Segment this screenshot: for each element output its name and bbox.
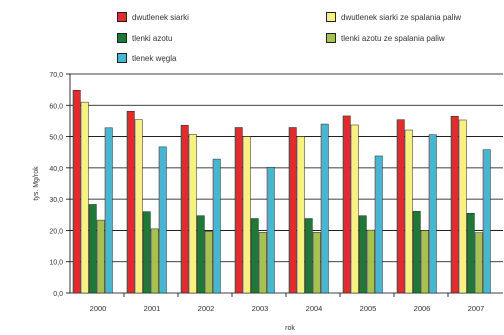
- legend-label: tlenki azotu ze spalania paliw: [341, 33, 445, 43]
- bar: [80, 101, 89, 294]
- x-tick-label: 2007: [468, 304, 485, 313]
- bar: [458, 119, 467, 294]
- y-tick-label: 10,0: [49, 260, 63, 267]
- bar: [188, 134, 197, 294]
- legend-swatch: [117, 12, 127, 22]
- bar: [482, 149, 491, 294]
- bar: [342, 115, 351, 294]
- bar: [404, 129, 413, 294]
- legend-swatch: [117, 33, 127, 43]
- legend-label: dwutlenek siarki: [132, 12, 189, 22]
- bar: [234, 127, 243, 294]
- bar: [250, 218, 259, 294]
- y-tick-label: 30,0: [49, 197, 63, 204]
- legend-swatch: [326, 33, 336, 43]
- x-tick-label: 2003: [252, 304, 269, 313]
- bar: [158, 146, 167, 294]
- bar: [266, 166, 275, 294]
- legend-item-tlenki-azotu-ze-spalania-paliw: tlenki azotu ze spalania paliw: [326, 33, 445, 43]
- bar: [358, 215, 367, 294]
- y-tick-label: 70,0: [49, 72, 63, 79]
- legend-swatch: [326, 12, 336, 22]
- y-tick-label: 60,0: [49, 103, 63, 110]
- legend-item-dwutlenek-siarki: dwutlenek siarki: [117, 12, 189, 22]
- bar: [242, 136, 251, 294]
- legend-label: tlenki azotu: [132, 33, 173, 43]
- bar: [320, 123, 329, 294]
- bar: [366, 229, 375, 294]
- x-tick-label: 2006: [414, 304, 431, 313]
- legend-label: tlenek węgla: [132, 53, 177, 63]
- bar: [450, 115, 459, 294]
- x-axis-title: rok: [285, 325, 295, 332]
- bar: [96, 219, 105, 294]
- bar: [258, 232, 267, 294]
- bar: [134, 119, 143, 294]
- legend-swatch: [117, 53, 127, 63]
- bar: [296, 136, 305, 294]
- bar: [396, 119, 405, 294]
- legend-item-dwutlenek-siarki-ze-spalania-paliw: dwutlenek siarki ze spalania paliw: [326, 12, 461, 22]
- bar: [350, 124, 359, 294]
- x-tick-label: 2000: [90, 304, 107, 313]
- bar: [304, 218, 313, 294]
- bar: [180, 125, 189, 294]
- bar: [150, 228, 159, 294]
- x-tick-label: 2005: [360, 304, 377, 313]
- bar: [212, 158, 221, 294]
- y-tick-label: 50,0: [49, 135, 63, 142]
- bar: [412, 211, 421, 294]
- legend-label: dwutlenek siarki ze spalania paliw: [341, 12, 462, 22]
- bar: [204, 231, 213, 294]
- bar: [474, 232, 483, 294]
- x-tick-label: 2001: [144, 304, 161, 313]
- y-tick-label: 20,0: [49, 228, 63, 235]
- y-tick-label: 40,0: [49, 166, 63, 173]
- bar: [142, 211, 151, 294]
- bar: [374, 155, 383, 294]
- x-tick-label: 2002: [198, 304, 215, 313]
- legend-item-tlenek-wegla: tlenek węgla: [117, 53, 176, 63]
- bar: [126, 110, 135, 294]
- bar: [312, 232, 321, 294]
- bar: [196, 215, 205, 294]
- bar: [104, 127, 113, 294]
- y-axis-title: tys. Mg/rok: [33, 166, 40, 201]
- bar: [420, 230, 429, 294]
- bar: [428, 134, 437, 294]
- bar: [288, 127, 297, 294]
- bar: [88, 204, 97, 294]
- legend-item-tlenki-azotu: tlenki azotu: [117, 33, 172, 43]
- bar: [466, 212, 475, 294]
- y-tick-label: 0,0: [53, 291, 63, 298]
- bar: [72, 90, 81, 294]
- x-tick-label: 2004: [306, 304, 323, 313]
